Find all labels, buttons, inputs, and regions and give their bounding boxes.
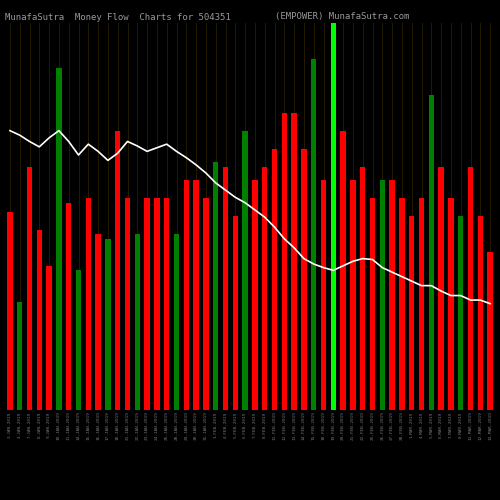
Bar (399, 198, 404, 410)
Bar (252, 180, 258, 410)
Bar (232, 216, 238, 410)
Bar (213, 162, 218, 410)
Bar (96, 234, 101, 410)
Bar (448, 198, 454, 410)
Bar (468, 166, 473, 410)
Bar (478, 216, 483, 410)
Bar (242, 130, 248, 410)
Bar (203, 198, 208, 410)
Bar (56, 68, 62, 410)
Bar (223, 166, 228, 410)
Bar (488, 252, 493, 410)
Text: MunafaSutra  Money Flow  Charts for 504351: MunafaSutra Money Flow Charts for 504351 (5, 12, 231, 22)
Bar (194, 180, 199, 410)
Bar (301, 148, 306, 410)
Bar (419, 198, 424, 410)
Bar (272, 148, 277, 410)
Bar (36, 230, 42, 410)
Text: (EMPOWER) MunafaSutra.com: (EMPOWER) MunafaSutra.com (275, 12, 409, 22)
Bar (380, 180, 385, 410)
Bar (292, 112, 297, 410)
Bar (66, 202, 71, 410)
Bar (7, 212, 12, 410)
Bar (390, 180, 395, 410)
Bar (282, 112, 287, 410)
Bar (164, 198, 170, 410)
Bar (409, 216, 414, 410)
Bar (340, 130, 346, 410)
Bar (428, 94, 434, 410)
Bar (184, 180, 189, 410)
Bar (360, 166, 366, 410)
Bar (105, 239, 110, 410)
Bar (262, 166, 268, 410)
Bar (134, 234, 140, 410)
Bar (438, 166, 444, 410)
Bar (174, 234, 179, 410)
Bar (46, 266, 52, 410)
Bar (76, 270, 81, 410)
Bar (115, 130, 120, 410)
Bar (370, 198, 375, 410)
Bar (350, 180, 356, 410)
Bar (458, 216, 464, 410)
Bar (86, 198, 91, 410)
Bar (321, 180, 326, 410)
Bar (125, 198, 130, 410)
Bar (154, 198, 160, 410)
Bar (17, 302, 22, 410)
Bar (144, 198, 150, 410)
Bar (311, 58, 316, 410)
Bar (330, 22, 336, 410)
Bar (27, 166, 32, 410)
